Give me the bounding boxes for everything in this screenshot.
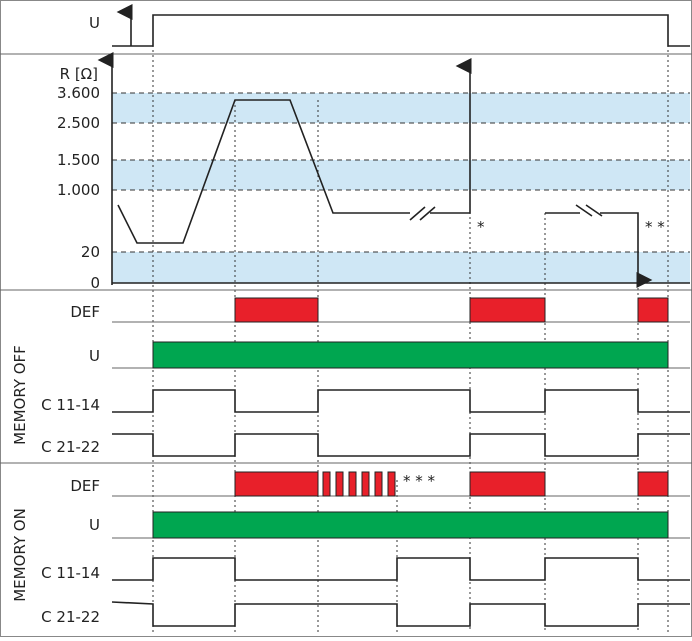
note: *	[477, 218, 485, 236]
def-signal	[234, 297, 669, 323]
band	[112, 160, 690, 190]
row-label: U	[89, 516, 100, 534]
band	[112, 93, 690, 123]
level: 1.000	[57, 181, 100, 199]
row-label: C 21-22	[41, 608, 100, 626]
level: 0	[90, 274, 100, 292]
band	[112, 252, 690, 283]
row-label: C 21-22	[41, 438, 100, 456]
separators	[0, 53, 692, 539]
level: 20	[81, 243, 100, 261]
note: * *	[645, 218, 665, 236]
row-label: DEF	[70, 303, 100, 321]
supply-signal	[112, 14, 690, 47]
level: 1.500	[57, 151, 100, 169]
axis-label: R [Ω]	[60, 65, 98, 83]
contact-signal	[112, 433, 690, 457]
level: 3.600	[57, 84, 100, 102]
section-title: MEMORY ON	[11, 508, 29, 602]
section-title: MEMORY OFF	[11, 345, 29, 445]
note: * * *	[403, 472, 436, 490]
row-label: C 11-14	[41, 396, 100, 414]
supply-bar	[152, 341, 669, 369]
def-signal	[234, 471, 669, 497]
level: 2.500	[57, 114, 100, 132]
label: U	[89, 14, 100, 32]
row-label: DEF	[70, 477, 100, 495]
contact-signal	[111, 601, 690, 627]
contact-signal	[112, 557, 690, 581]
row-label: C 11-14	[41, 564, 100, 582]
resistance-curve	[117, 58, 653, 288]
contact-signal	[112, 389, 690, 413]
supply-bar	[152, 511, 669, 539]
row-label: U	[89, 347, 100, 365]
level-lines	[112, 92, 690, 253]
